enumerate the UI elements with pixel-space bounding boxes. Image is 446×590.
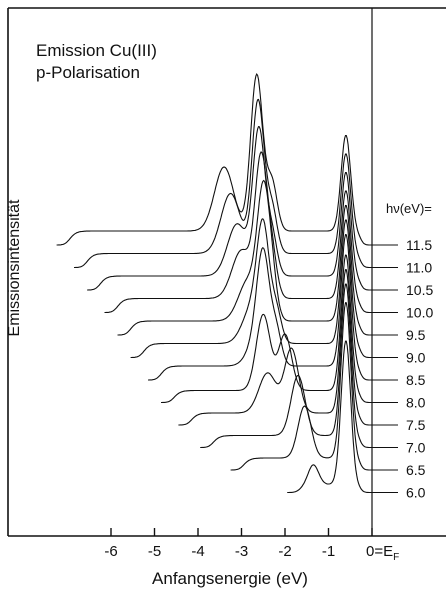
chart-title-line-2: p-Polarisation [36, 63, 140, 82]
y-axis-label: Emissionsintensität [6, 199, 23, 337]
spectrum-curve-10-5 [87, 126, 398, 291]
x-axis-label: Anfangsenergie (eV) [152, 569, 308, 588]
spectrum-curve-11-5 [56, 73, 398, 246]
photon-energy-label: 9.5 [406, 327, 426, 343]
photon-energy-label: 8.0 [406, 395, 426, 411]
photon-energy-label: 10.5 [406, 282, 433, 298]
x-tick-label: -2 [278, 543, 291, 560]
photon-energy-labels: 11.5 11.0 10.5 10.0 9.5 9.0 8.5 8.0 7.5 7.0 6.5 6.0 [406, 237, 433, 501]
plot-frame [7, 7, 446, 537]
photon-energy-label: 11.5 [406, 237, 432, 253]
spectrum-curve-11-0 [74, 98, 398, 269]
photon-energy-label: 8.5 [406, 372, 426, 388]
x-tick-label: -6 [104, 543, 117, 560]
photon-energy-label: 7.5 [406, 417, 426, 433]
photon-energy-header: hν(eV)= [386, 201, 432, 216]
photon-energy-label: 7.0 [406, 440, 426, 456]
spectra-curves [56, 73, 398, 494]
x-tick-label: -3 [235, 543, 248, 560]
spectrum-curve-8-5 [148, 233, 398, 381]
spectrum-curve-8-0 [161, 254, 398, 404]
spectrum-curve-6-0 [287, 340, 398, 494]
spectrum-curve-9-5 [117, 179, 398, 336]
photon-energy-label: 6.5 [406, 462, 426, 478]
spectrum-curve-7-5 [178, 269, 398, 426]
x-tick-label: -4 [191, 543, 204, 560]
x-tick-subscript: F [393, 552, 399, 563]
photon-energy-label: 6.0 [406, 485, 426, 501]
x-tick-label: -1 [322, 543, 335, 560]
x-ticks: -6 -5 -4 -3 -2 -1 0=EF [104, 528, 399, 563]
spectrum-curve-6-5 [230, 302, 398, 471]
photon-energy-label: 11.0 [406, 260, 432, 276]
spectrum-curve-7-0 [200, 283, 398, 449]
x-tick-label: -5 [148, 543, 161, 560]
photon-energy-label: 9.0 [406, 350, 426, 366]
x-tick-label: 0=EF [366, 543, 399, 563]
spectrum-curve-10-0 [104, 151, 398, 314]
photon-energy-label: 10.0 [406, 305, 433, 321]
chart-title-line-1: Emission Cu(III) [36, 41, 157, 60]
spectrum-curve-9-0 [130, 218, 398, 359]
